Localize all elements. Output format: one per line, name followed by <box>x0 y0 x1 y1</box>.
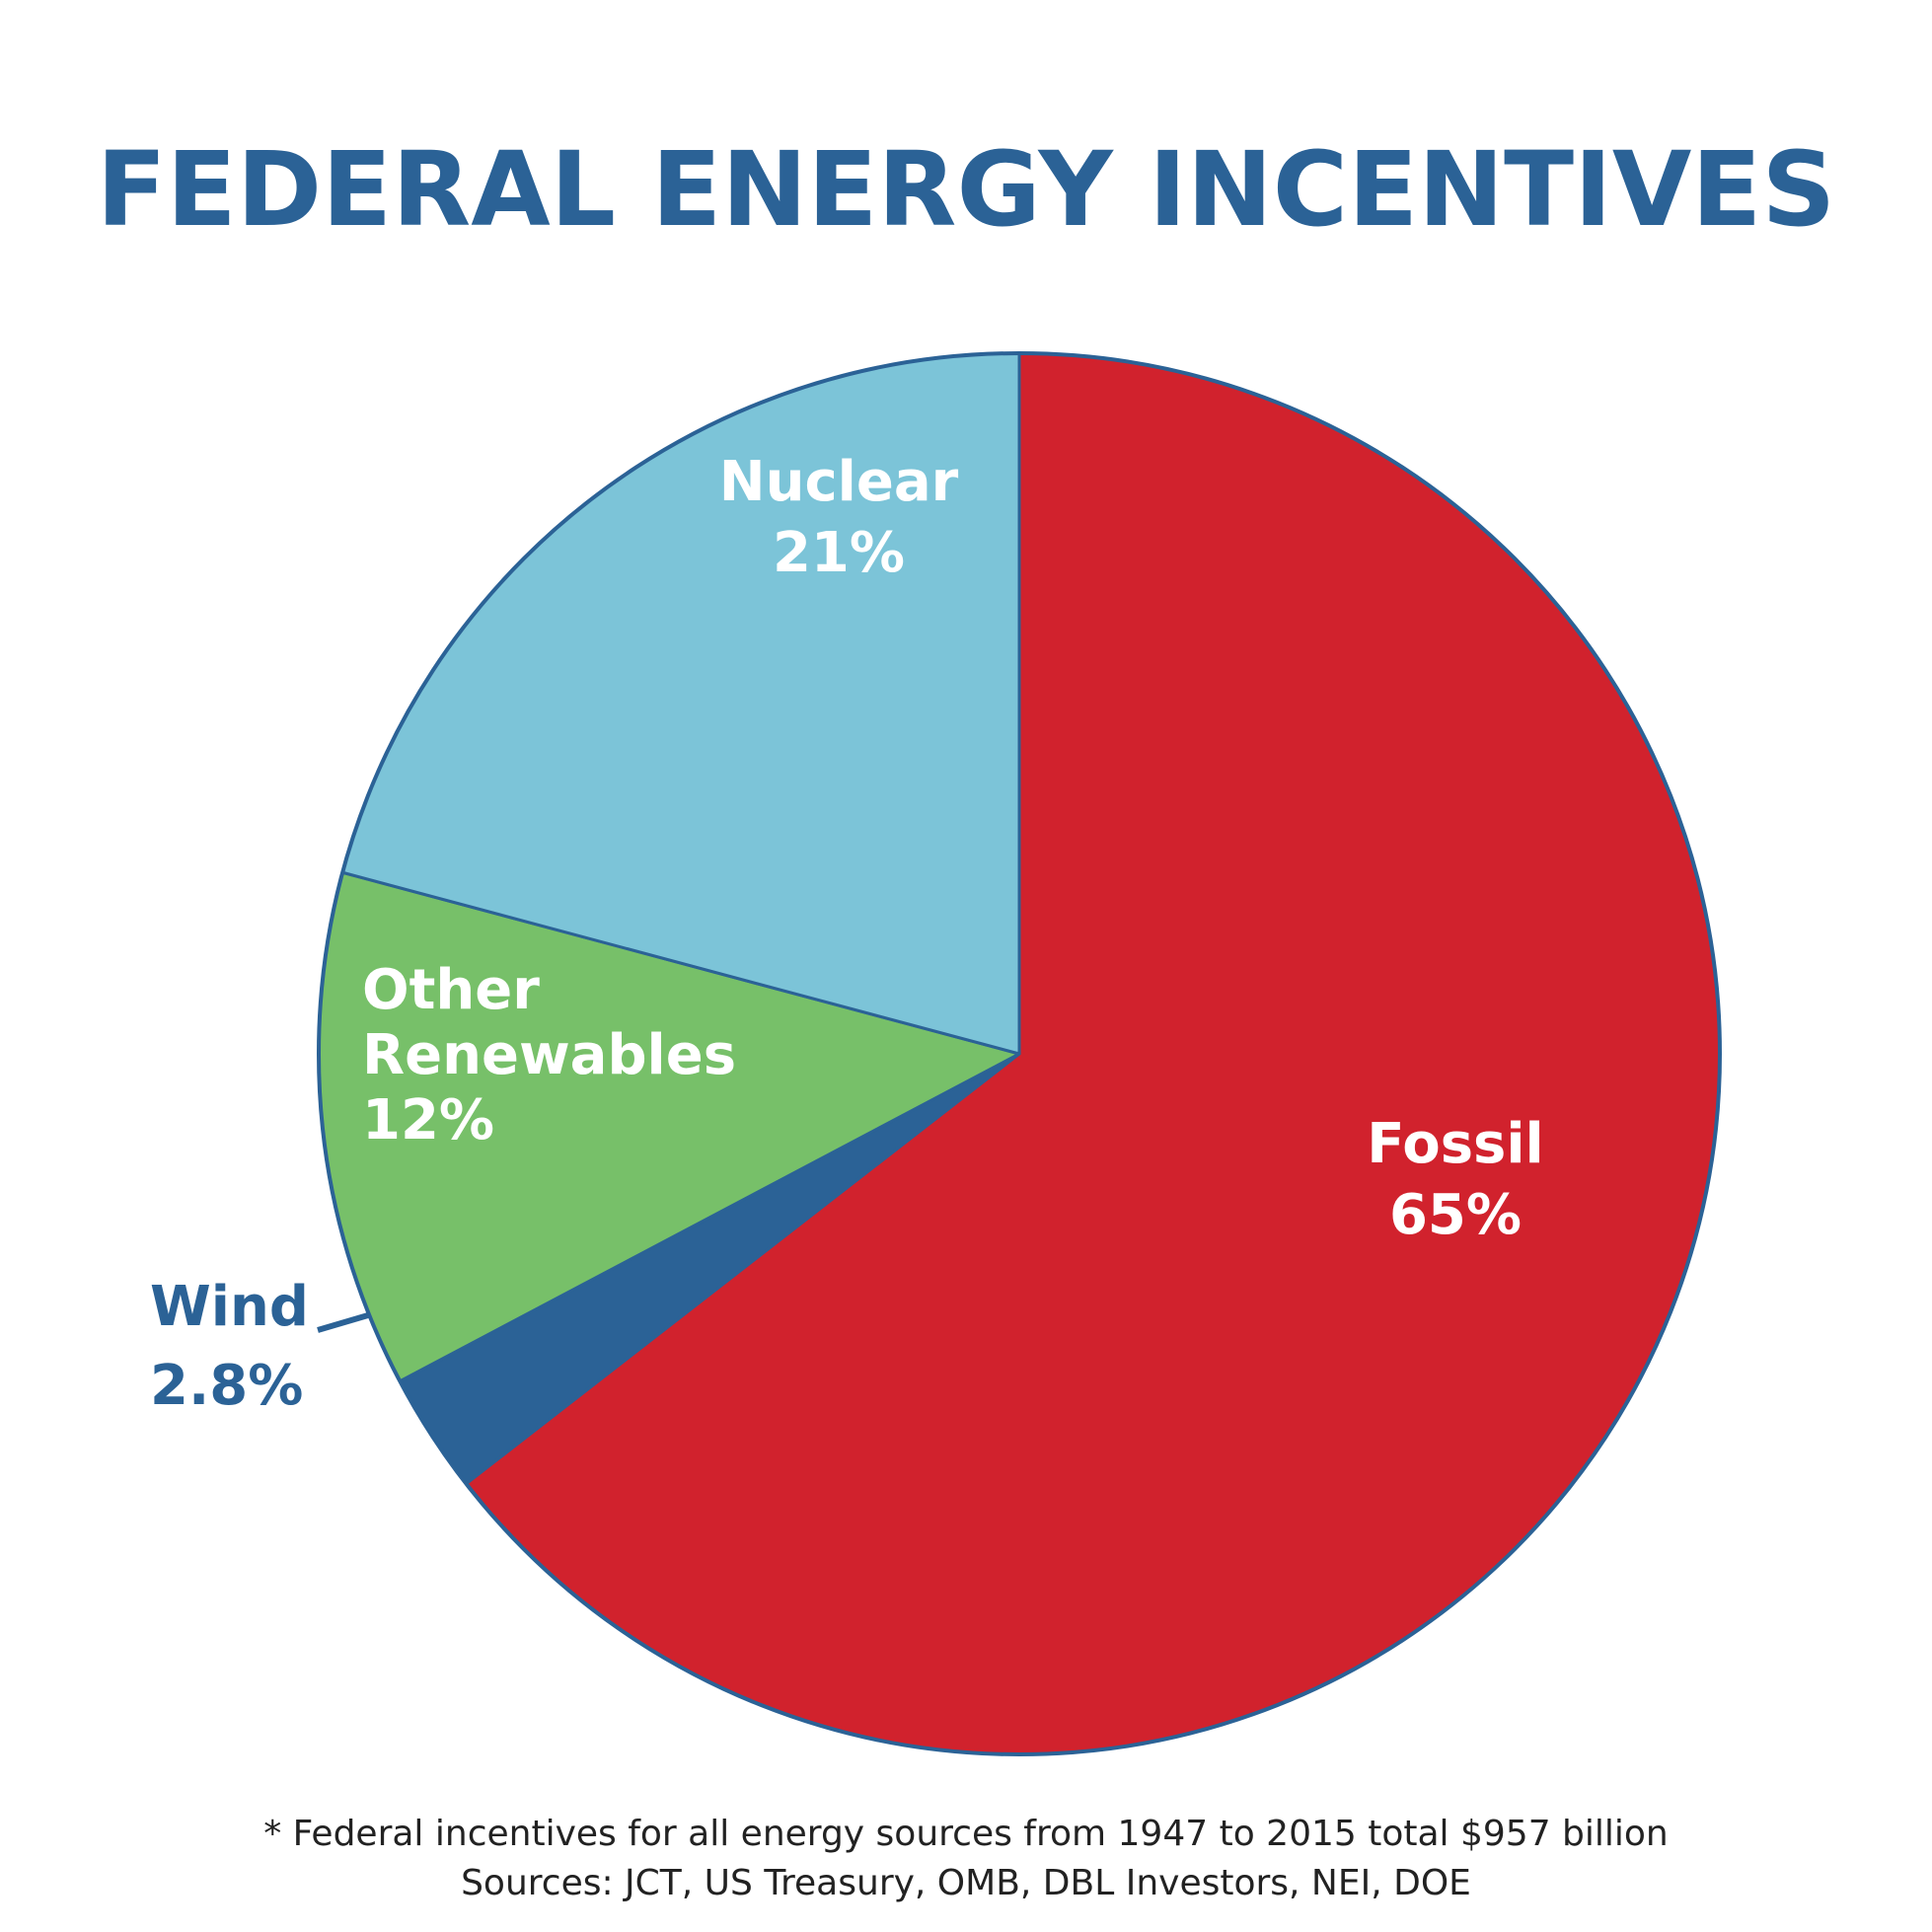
label-fossil-value: 65% <box>1389 1183 1522 1247</box>
label-nuclear-value: 21% <box>773 521 905 585</box>
label-fossil-name: Fossil <box>1367 1112 1544 1176</box>
label-other-renewables-name: Renewables <box>362 1023 736 1087</box>
pie-slices <box>317 351 1722 1756</box>
pie-outline <box>317 351 1722 1756</box>
label-wind-name: Wind <box>150 1275 309 1339</box>
label-nuclear-name: Nuclear <box>719 450 959 514</box>
label-wind-value: 2.8% <box>150 1354 303 1418</box>
footnote-total: * Federal incentives for all energy sour… <box>263 1814 1669 1854</box>
wind-leader-line <box>317 1312 369 1333</box>
label-other-renewables-value: 12% <box>362 1088 494 1152</box>
chart-title: FEDERAL ENERGY INCENTIVES <box>96 129 1836 250</box>
label-other-renewables-name: Other <box>362 958 540 1022</box>
footnote-sources: Sources: JCT, US Treasury, OMB, DBL Inve… <box>461 1863 1471 1903</box>
